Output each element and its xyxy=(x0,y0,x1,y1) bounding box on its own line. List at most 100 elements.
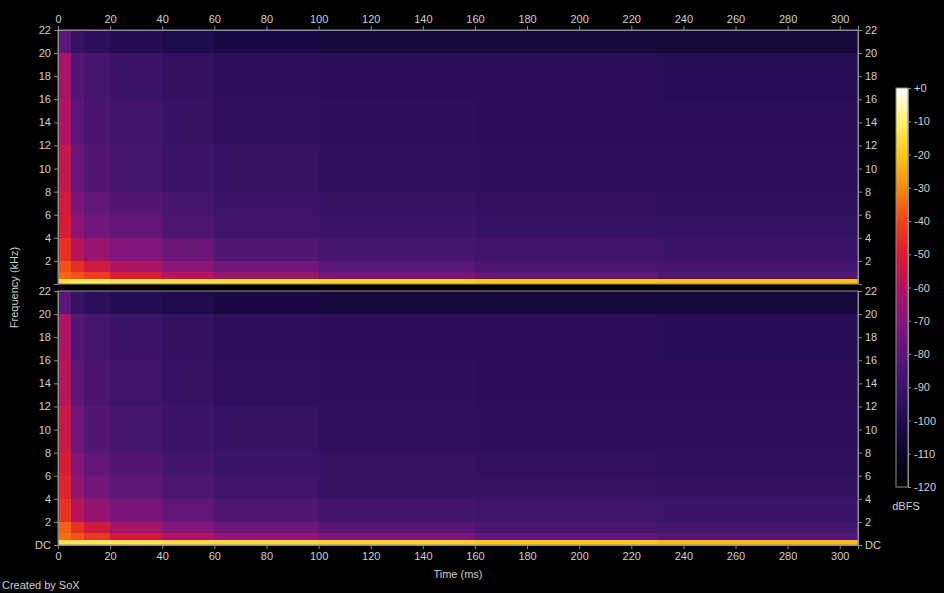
y-axis-right-tick-mark xyxy=(858,291,862,292)
x-axis-top-tick: 160 xyxy=(466,13,484,30)
spectrogram-cell xyxy=(475,145,657,191)
y-axis-right-tick: 20 xyxy=(858,308,877,320)
x-axis-bottom-tick-mark xyxy=(631,545,632,549)
y-axis-left-tick-mark xyxy=(54,145,58,146)
y-axis-right-tick: 22 xyxy=(858,285,877,297)
colorbar-axis-tick: +0 xyxy=(908,82,927,94)
y-axis-right-tick: 12 xyxy=(858,139,877,151)
colorbar-axis-tick-mark xyxy=(908,321,911,322)
spectrogram-cell xyxy=(71,291,84,314)
spectrogram-cell xyxy=(58,476,71,499)
y-axis-right-tick-label: 14 xyxy=(865,377,877,389)
y-axis-right-tick: 10 xyxy=(858,163,877,175)
spectrogram-cell xyxy=(110,53,162,99)
y-axis-right-tick-mark xyxy=(858,476,862,477)
colorbar-axis-tick-mark xyxy=(908,487,911,488)
x-axis-bottom-tick-label: 80 xyxy=(261,550,273,562)
colorbar-axis-tick-label: -100 xyxy=(914,415,936,427)
spectrogram-cell xyxy=(71,522,84,534)
y-axis-left-tick-mark xyxy=(54,406,58,407)
spectrogram-cell xyxy=(110,453,162,476)
x-axis-top-tick-label: 40 xyxy=(157,13,169,25)
spectrogram-cell xyxy=(162,360,214,406)
y-axis-left-tick: 10 xyxy=(39,163,58,175)
x-axis-bottom-tick-label: 180 xyxy=(518,550,536,562)
y-axis-left-tick-mark xyxy=(54,53,58,54)
x-axis-top-tick-mark xyxy=(162,26,163,30)
spectrogram-cell xyxy=(657,53,858,99)
y-axis-left-tick: 4 xyxy=(45,232,58,244)
y-axis-right-tick: 14 xyxy=(858,377,877,389)
spectrogram-cell xyxy=(475,533,657,540)
x-axis-top-tick: 60 xyxy=(209,13,221,30)
y-axis-right-tick: 8 xyxy=(858,186,871,198)
spectrogram-cell xyxy=(58,291,71,314)
spectrogram-cell xyxy=(84,261,110,273)
spectrogram-cell xyxy=(162,522,214,534)
x-axis-top-tick: 300 xyxy=(831,13,849,30)
spectrogram-cell xyxy=(110,30,162,53)
colorbar-axis-tick-mark xyxy=(908,254,911,255)
colorbar-axis-tick: -60 xyxy=(908,282,930,294)
colorbar-axis-tick-label: -30 xyxy=(914,182,930,194)
spectrogram-cell xyxy=(475,30,657,53)
x-axis-top-tick-label: 140 xyxy=(414,13,432,25)
x-axis-top: 0204060801001201401601802002202402602803… xyxy=(55,13,858,31)
y-axis-left-tick-label: 6 xyxy=(45,209,51,221)
y-axis-left: DC246810121416182022 xyxy=(35,285,58,551)
spectrogram-cell xyxy=(71,533,84,540)
y-axis-right-tick: 4 xyxy=(858,232,871,244)
x-axis-bottom-tick: 200 xyxy=(570,545,588,562)
colorbar-axis-tick: -80 xyxy=(908,348,930,360)
x-axis-top-tick-mark xyxy=(423,26,424,30)
y-axis-left-tick: 20 xyxy=(39,47,58,59)
y-axis-right-tick-label: 22 xyxy=(865,285,877,297)
spectrogram-cell xyxy=(58,314,71,360)
colorbar-axis-tick: -10 xyxy=(908,115,930,127)
panel-frame xyxy=(58,291,858,545)
y-axis-right-tick-mark xyxy=(858,406,862,407)
spectrogram-cell xyxy=(84,360,110,406)
y-axis-left-tick-label: 6 xyxy=(45,470,51,482)
spectrogram-cell xyxy=(84,522,110,534)
spectrogram-cell xyxy=(84,314,110,360)
x-axis-top-tick: 220 xyxy=(623,13,641,30)
x-axis-top-tick-mark xyxy=(736,26,737,30)
spectrogram-cell xyxy=(319,238,475,261)
spectrogram-cell xyxy=(58,499,71,522)
x-axis-bottom-tick-mark xyxy=(423,545,424,549)
y-axis-right-tick-mark xyxy=(858,522,862,523)
spectrogram-cell xyxy=(657,453,858,476)
spectrogram-cell xyxy=(71,314,84,360)
x-axis-top-tick-label: 120 xyxy=(362,13,380,25)
spectrogram-cell xyxy=(214,192,318,215)
spectrogram-cell xyxy=(319,30,475,53)
spectrogram-cell xyxy=(162,53,214,99)
y-axis-right-tick-mark xyxy=(858,337,862,338)
y-axis-right-tick: 8 xyxy=(858,447,871,459)
y-axis-right-tick-mark xyxy=(858,383,862,384)
x-axis-bottom-tick-label: 0 xyxy=(55,550,61,562)
spectrogram-cell xyxy=(71,192,84,215)
x-axis-top-tick: 100 xyxy=(310,13,328,30)
x-axis-bottom-tick: 80 xyxy=(261,545,273,562)
x-axis-top-tick: 20 xyxy=(104,13,116,30)
spectrogram-cell xyxy=(110,533,162,540)
x-axis-top-tick-label: 180 xyxy=(518,13,536,25)
colorbar-axis-tick-label: -60 xyxy=(914,282,930,294)
x-axis-top-tick-mark xyxy=(266,26,267,30)
spectrogram-cell xyxy=(214,476,318,499)
spectrogram-cell xyxy=(162,261,214,273)
y-axis-left-tick: 18 xyxy=(39,70,58,82)
x-axis-bottom: 0204060801001201401601802002202402602803… xyxy=(55,545,858,562)
spectrogram-cell xyxy=(84,533,110,540)
spectrogram-cell xyxy=(214,291,318,314)
x-axis-bottom-tick: 280 xyxy=(779,545,797,562)
spectrogram-cell xyxy=(475,499,657,522)
y-axis-left-tick-mark xyxy=(54,430,58,431)
y-axis-left-tick-label: 8 xyxy=(45,186,51,198)
spectrogram-cell xyxy=(58,53,71,99)
spectrogram-cell xyxy=(214,215,318,238)
y-axis-left-tick-mark xyxy=(54,76,58,77)
spectrogram-cell xyxy=(162,314,214,360)
